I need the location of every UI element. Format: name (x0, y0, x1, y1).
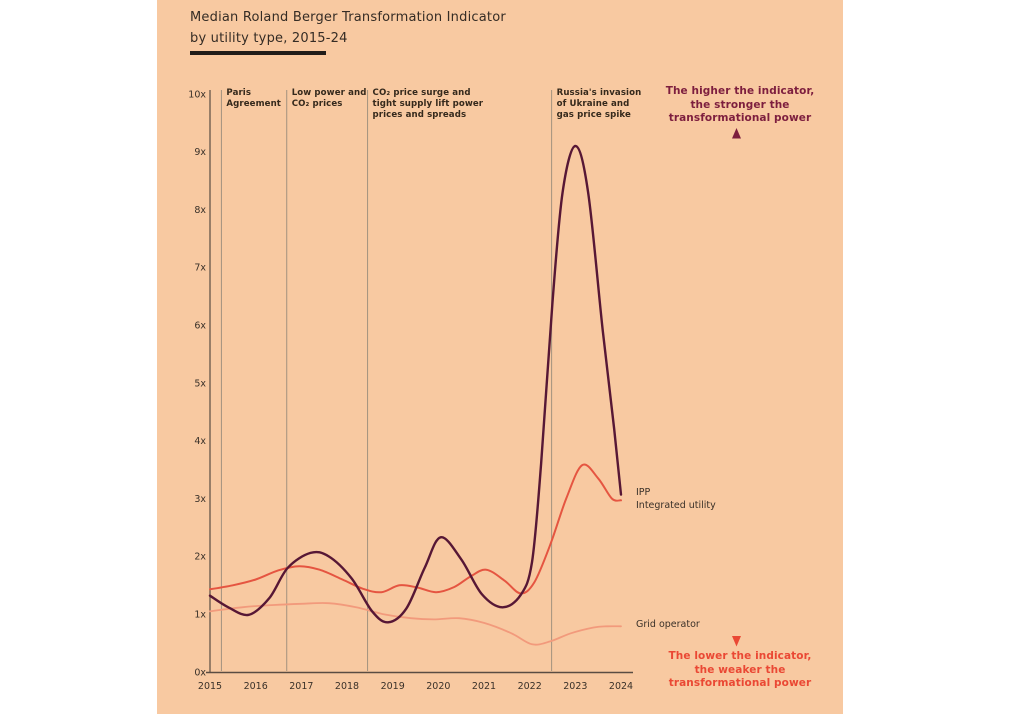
lower-note-line2: the weaker the (694, 663, 786, 676)
event-label-0: Paris Agreement (226, 88, 281, 110)
event-label-line: Russia's invasion (556, 88, 642, 98)
x-tick-label-2016: 2016 (244, 681, 268, 692)
higher-note-line2: the stronger the (690, 98, 790, 111)
x-tick-label-2015: 2015 (198, 681, 222, 692)
x-tick-label-2021: 2021 (472, 681, 496, 692)
series-path-grid-operator (209, 602, 622, 646)
y-tick-label-3x: 3x (194, 494, 206, 505)
higher-note-line1: The higher the indicator, (665, 85, 815, 97)
y-tick-label-0x: 0x (194, 667, 206, 678)
chart-title: Median Roland Berger Transformation Indi… (190, 7, 506, 49)
higher-indicator-note: The higher the indicator, the stronger t… (660, 85, 820, 126)
event-label-line: prices and spreads (372, 110, 467, 120)
y-tick-label-9x: 9x (194, 147, 206, 158)
series-path-integrated-utility (209, 463, 622, 595)
x-tick-label-2020: 2020 (426, 681, 450, 692)
y-tick-label-10x: 10x (188, 89, 206, 100)
arrow-head-up-icon (732, 128, 741, 139)
lower-note-line3: transformational power (668, 677, 812, 689)
event-label-line: CO₂ price surge and (372, 88, 471, 98)
chart-title-line2: by utility type, 2015-24 (190, 31, 348, 46)
y-tick-label-4x: 4x (194, 436, 206, 447)
event-label-2: CO₂ price surge and tight supply lift pow… (373, 88, 484, 121)
event-label-line: CO₂ prices (291, 99, 343, 109)
y-tick-label-1x: 1x (194, 610, 206, 621)
series-label-grid-operator: Grid operator (636, 619, 700, 630)
lower-note-line1: The lower the indicator, (668, 650, 812, 662)
event-label-3: Russia's invasion of Ukraine and gas price… (557, 88, 642, 121)
x-tick-label-2023: 2023 (563, 681, 587, 692)
x-tick-label-2022: 2022 (518, 681, 542, 692)
lower-indicator-note: The lower the indicator, the weaker the … (660, 650, 820, 691)
y-tick-label-7x: 7x (194, 263, 206, 274)
event-label-line: tight supply lift power (372, 99, 484, 109)
series-label-ipp: IPP (636, 487, 651, 498)
y-tick-label-5x: 5x (194, 378, 206, 389)
event-label-line: gas price spike (556, 110, 631, 120)
x-tick-label-2019: 2019 (381, 681, 405, 692)
higher-note-line3: transformational power (668, 112, 812, 124)
title-underline (190, 51, 326, 55)
chart-title-line1: Median Roland Berger Transformation Indi… (190, 10, 506, 25)
series-path-ipp (208, 144, 623, 624)
y-tick-label-2x: 2x (194, 552, 206, 563)
event-label-line: Agreement (226, 99, 282, 109)
arrow-head-down-icon (732, 636, 741, 647)
event-label-line: Paris (226, 88, 252, 98)
event-label-1: Low power and CO₂ prices (292, 88, 367, 110)
event-label-line: of Ukraine and (556, 99, 630, 109)
y-tick-label-8x: 8x (194, 205, 206, 216)
x-tick-label-2018: 2018 (335, 681, 359, 692)
series-label-integrated-utility: Integrated utility (636, 500, 716, 511)
event-label-line: Low power and (291, 88, 367, 98)
x-tick-label-2017: 2017 (289, 681, 313, 692)
x-tick-label-2024: 2024 (609, 681, 633, 692)
y-tick-label-6x: 6x (194, 321, 206, 332)
